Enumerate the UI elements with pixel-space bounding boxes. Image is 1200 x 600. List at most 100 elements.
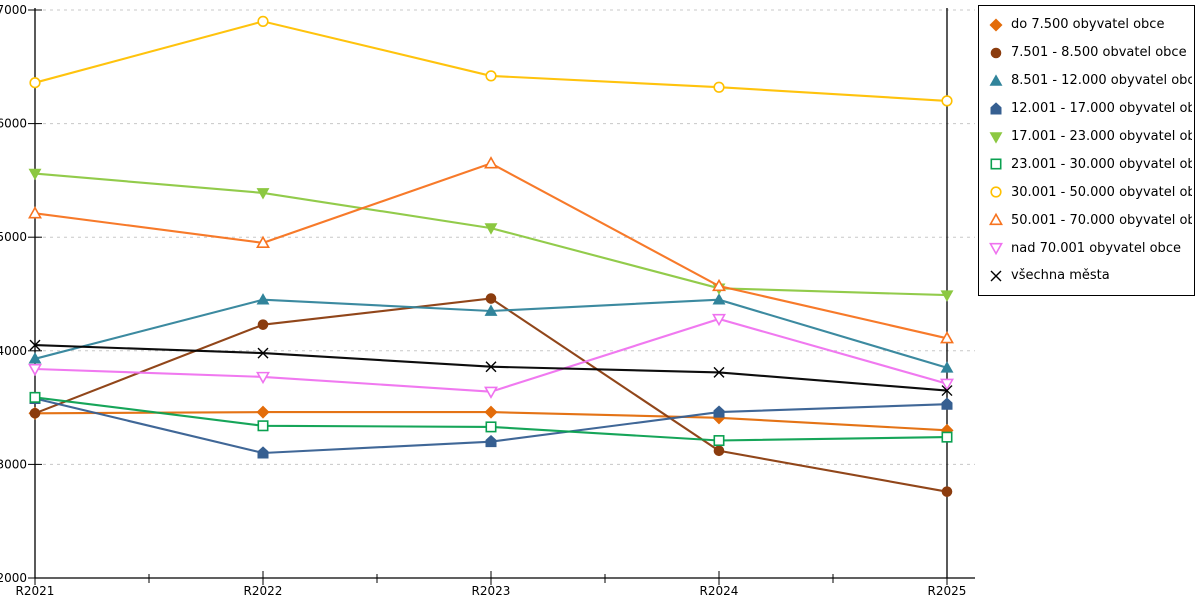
legend-label: 12.001 - 17.000 obyvatel obc... [1011,101,1192,117]
triangle-down-marker-icon [256,371,270,385]
series-9 [29,339,953,397]
legend-marker [990,47,1002,59]
triangle-up-marker-icon [484,156,498,169]
x-marker-icon [257,347,269,359]
legend-marker [990,101,1002,115]
pentagon-marker-icon [257,446,269,459]
square-marker-icon [29,391,41,403]
series-4 [28,168,954,302]
triangle-up-marker-icon [712,293,726,305]
x-marker-icon [713,366,725,378]
legend-marker [989,74,1003,86]
circle-marker-icon [990,186,1002,198]
x-marker-icon [941,385,953,397]
legend-label: 30.001 - 50.000 obyvatel obc... [1011,184,1192,200]
triangle-down-marker-icon [484,386,498,399]
pentagon-marker-icon [485,435,497,448]
series-5 [29,391,953,447]
triangle-down-marker-icon [989,131,1003,144]
y-axis-label: 2000 [0,571,27,585]
pentagon-marker-icon [990,101,1002,115]
x-axis-label: R2021 [16,584,55,598]
triangle-up-marker-icon [940,331,954,344]
series-2 [28,293,954,373]
legend-marker [990,158,1002,170]
triangle-down-marker-icon [989,242,1003,256]
circle-marker-icon [485,293,497,304]
triangle-down-marker-icon [940,290,954,302]
legend-item-6: 30.001 - 50.000 obyvatel obc... [988,184,1192,200]
circle-marker-icon [713,445,725,457]
pentagon-marker-icon [941,397,953,410]
legend-item-5: 23.001 - 30.000 obyvatel obc... [988,156,1192,172]
square-marker-icon [941,431,953,443]
triangle-up-marker-icon [28,206,42,219]
x-marker-icon [485,361,497,373]
series-line [34,344,948,392]
y-axis-label: 6000 [0,117,27,131]
legend-marker [990,270,1002,282]
legend-marker [989,242,1003,256]
triangle-down-marker-icon [940,378,954,391]
square-marker-icon [713,435,725,447]
triangle-up-marker-icon [712,278,726,292]
triangle-up-marker-icon [28,352,42,364]
legend-marker [989,131,1003,144]
y-axis-label: 7000 [0,3,27,17]
legend-label: všechna města [1011,268,1110,284]
y-axis-label: 5000 [0,230,27,244]
legend-label: do 7.500 obyvatel obce [1011,17,1165,33]
triangle-up-marker-icon [256,235,270,248]
circle-marker-icon [941,95,953,107]
chart-legend: do 7.500 obyvatel obce 7.501 - 8.500 obva… [978,5,1195,296]
series-line [34,317,948,393]
pentagon-marker-icon [713,405,725,418]
legend-label: 23.001 - 30.000 obyvatel obc... [1011,156,1192,172]
legend-label: nad 70.001 obyvatel obce [1011,240,1181,256]
diamond-marker-icon [484,405,498,419]
legend-item-9: všechna města [988,268,1192,284]
legend-label: 8.501 - 12.000 obyvatel obce [1011,73,1192,89]
legend-item-0: do 7.500 obyvatel obce [988,17,1192,33]
y-axis-label: 4000 [0,344,27,358]
legend-label: 7.501 - 8.500 obvatel obce [1011,45,1187,61]
legend-marker [989,212,1003,226]
triangle-up-marker-icon [940,361,954,373]
series-line [34,20,948,102]
legend-item-8: nad 70.001 obyvatel obce [988,240,1192,256]
legend-marker [989,18,1003,32]
legend-label: 50.001 - 70.000 obyvatel obc... [1011,212,1192,228]
legend-marker [990,186,1002,198]
circle-marker-icon [485,70,497,82]
legend-item-1: 7.501 - 8.500 obvatel obce [988,45,1192,61]
circle-marker-icon [257,15,269,27]
triangle-up-marker-icon [989,74,1003,86]
legend-item-7: 50.001 - 70.000 obyvatel obc... [988,212,1192,228]
y-axis-label: 3000 [0,457,27,471]
x-axis-label: R2024 [700,584,739,598]
series-8 [28,313,954,399]
x-marker-icon [29,339,41,351]
circle-marker-icon [257,319,269,330]
triangle-down-marker-icon [712,313,726,327]
triangle-down-marker-icon [28,363,42,377]
legend-label: 17.001 - 23.000 obyvatel obc... [1011,129,1192,144]
x-axis-label: R2022 [244,584,283,598]
triangle-down-marker-icon [256,188,270,200]
square-marker-icon [485,421,497,433]
series-7 [28,156,954,344]
series-line [34,396,948,442]
legend-item-4: 17.001 - 23.000 obyvatel obc... [988,129,1192,145]
triangle-up-marker-icon [484,304,498,316]
triangle-up-marker-icon [256,293,270,305]
triangle-down-marker-icon [484,223,498,235]
legend-item-3: 12.001 - 17.000 obyvatel obc... [988,101,1192,117]
circle-marker-icon [713,81,725,93]
series-1 [29,293,953,497]
circle-marker-icon [29,407,41,419]
series-6 [29,15,953,107]
circle-marker-icon [941,486,953,497]
diamond-marker-icon [989,18,1003,32]
